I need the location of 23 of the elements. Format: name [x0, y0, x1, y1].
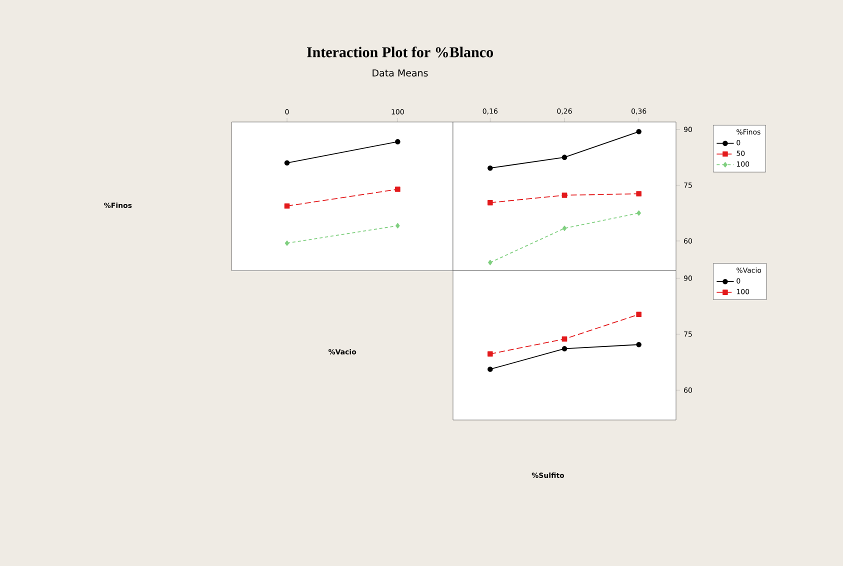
point	[562, 346, 568, 352]
chart-title: Interaction Plot for %Blanco	[306, 46, 493, 58]
point	[562, 336, 568, 342]
point	[284, 203, 290, 209]
point	[562, 192, 568, 198]
point	[488, 165, 493, 171]
point	[284, 160, 290, 166]
point	[636, 210, 641, 216]
point	[488, 351, 493, 357]
point	[488, 260, 492, 266]
point	[488, 366, 493, 372]
point	[488, 200, 493, 206]
point	[562, 154, 568, 160]
point	[396, 223, 400, 228]
point	[284, 240, 290, 246]
point	[395, 186, 400, 192]
point	[395, 139, 400, 144]
point	[636, 191, 642, 196]
point	[636, 312, 642, 318]
point	[636, 129, 642, 134]
point	[562, 226, 567, 231]
chart-subtitle: Data Means	[372, 69, 428, 77]
point	[636, 342, 642, 348]
